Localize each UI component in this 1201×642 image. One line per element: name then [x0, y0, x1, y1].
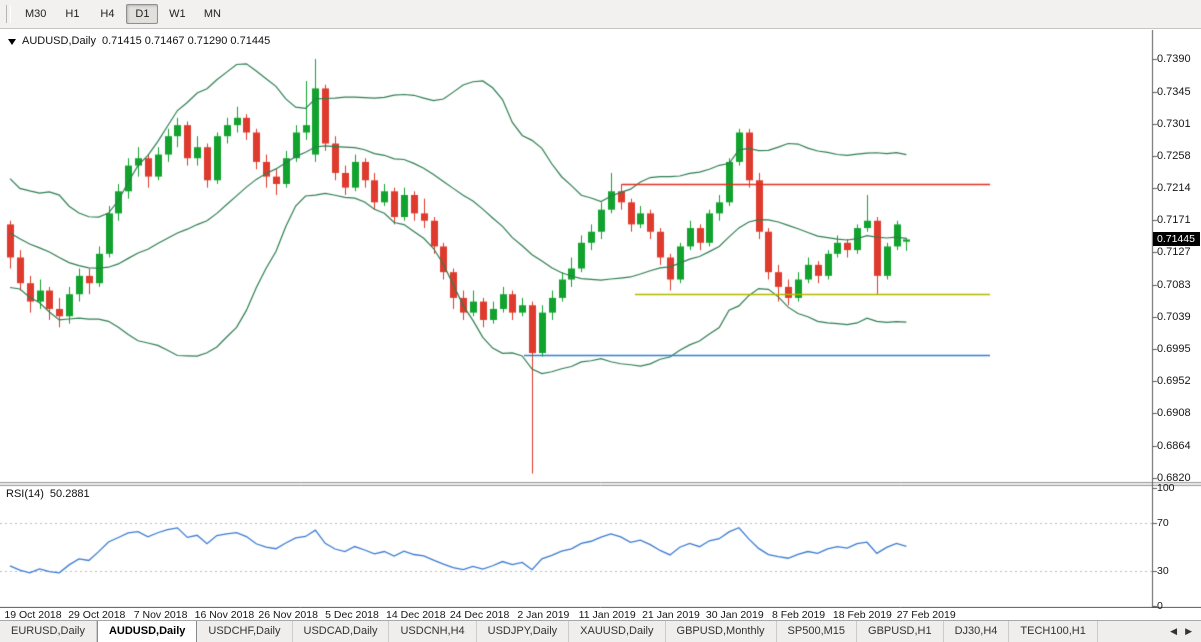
chart-title: AUDUSD,Daily 0.71415 0.71467 0.71290 0.71… — [22, 35, 270, 47]
chart-tab-bar: EURUSD,Daily AUDUSD,Daily USDCHF,Daily USDC… — [0, 620, 1201, 642]
tab-scroll-left-button[interactable]: ◀ — [1170, 626, 1178, 636]
timeframe-button-d1[interactable]: D1 — [126, 4, 159, 24]
price-axis-label: 0.7083 — [1157, 278, 1191, 291]
chart-tab-usdchf-daily[interactable]: USDCHF,Daily — [197, 621, 293, 642]
chart-tab-eurusd-daily[interactable]: EURUSD,Daily — [0, 621, 97, 642]
date-axis-label: 27 Feb 2019 — [896, 609, 956, 621]
price-axis-label: 0.6820 — [1157, 472, 1191, 484]
date-axis-label: 21 Jan 2019 — [642, 609, 700, 621]
price-axis-label: 0.7301 — [1157, 118, 1191, 131]
chart-area[interactable] — [0, 30, 1201, 608]
chart-tab-usdcnh-h4[interactable]: USDCNH,H4 — [389, 621, 477, 642]
chart-tab-gbpusd-h1[interactable]: GBPUSD,H1 — [857, 621, 944, 642]
date-axis-label: 16 Nov 2018 — [194, 609, 255, 621]
timeframe-button-m30[interactable]: M30 — [25, 8, 47, 20]
rsi-axis-label: 100 — [1157, 482, 1175, 494]
chart-tabs: EURUSD,Daily AUDUSD,Daily USDCHF,Daily USDC… — [0, 621, 1098, 642]
timeframe-button-h4[interactable]: H4 — [100, 8, 115, 20]
date-axis-label: 26 Nov 2018 — [258, 609, 318, 621]
price-axis-label: 0.7345 — [1157, 86, 1191, 99]
rsi-axis-label: 0 — [1157, 600, 1163, 612]
price-axis-label: 0.7390 — [1157, 52, 1191, 65]
toolbar-grip[interactable] — [6, 5, 11, 23]
price-axis-label: 0.7214 — [1157, 182, 1191, 195]
chart-tab-sp500-m15[interactable]: SP500,M15 — [777, 621, 858, 642]
date-axis-label: 11 Jan 2019 — [578, 609, 636, 621]
chart-corner-marker-icon — [8, 39, 16, 45]
date-axis-label: 19 Oct 2018 — [4, 609, 62, 621]
date-axis: 19 Oct 2018 29 Oct 2018 7 Nov 2018 16 Nov 2… — [0, 609, 1152, 621]
chart-tab-usdcad-daily[interactable]: USDCAD,Daily — [293, 621, 390, 642]
tab-scroll-right-button[interactable]: ▶ — [1185, 626, 1192, 636]
chart-ohlc-values: 0.71415 0.71467 0.71290 0.71445 — [101, 35, 271, 47]
date-axis-label: 30 Jan 2019 — [705, 609, 764, 621]
timeframe-button-mn[interactable]: MN — [203, 8, 221, 20]
price-axis-label: 0.7039 — [1157, 311, 1191, 324]
rsi-axis-label: 70 — [1157, 517, 1169, 530]
rsi-axis-label: 30 — [1157, 564, 1169, 577]
tab-scroll-arrows: ◀ ▶ — [1161, 621, 1201, 642]
current-price-badge: 0.71445 — [1153, 232, 1200, 247]
timeframe-button-h1[interactable]: H1 — [65, 8, 80, 20]
chart-tab-dj30-h4[interactable]: DJ30,H4 — [944, 621, 1010, 642]
date-axis-label: 2 Jan 2019 — [517, 609, 570, 621]
date-axis-label: 8 Feb 2019 — [772, 609, 826, 621]
chart-tab-audusd-daily[interactable]: AUDUSD,Daily — [96, 621, 198, 642]
price-axis-label: 0.7258 — [1157, 150, 1191, 163]
chart-tab-gbpusd-monthly[interactable]: GBPUSD,Monthly — [666, 621, 777, 642]
price-axis-label: 0.6864 — [1157, 439, 1191, 452]
date-axis-label: 7 Nov 2018 — [133, 609, 188, 621]
rsi-value: 50.2881 — [49, 488, 90, 500]
chart-tab-xauusd-daily[interactable]: XAUUSD,Daily — [569, 621, 666, 642]
date-axis-label: 5 Dec 2018 — [325, 609, 379, 621]
chart-symbol-label: AUDUSD,Daily — [22, 35, 96, 47]
price-axis-label: 0.6952 — [1157, 374, 1191, 387]
date-axis-label: 18 Feb 2019 — [832, 609, 892, 621]
date-axis-label: 24 Dec 2018 — [449, 609, 510, 621]
chart-tab-tech100-h1[interactable]: TECH100,H1 — [1009, 621, 1098, 642]
timeframe-button-w1[interactable]: W1 — [169, 8, 186, 20]
price-axis-label: 0.7127 — [1157, 246, 1191, 259]
timeframe-toolbar: M30 H1 H4 D1 W1 MN — [0, 0, 1201, 29]
date-axis-label: 29 Oct 2018 — [68, 609, 126, 621]
price-axis-label: 0.7171 — [1157, 213, 1191, 226]
chart-tab-usdjpy-daily[interactable]: USDJPY,Daily — [477, 621, 570, 642]
date-axis-label: 14 Dec 2018 — [386, 609, 446, 621]
timeframe-buttons: M30 H1 H4 D1 W1 MN — [18, 4, 228, 24]
price-axis-label: 0.6995 — [1157, 343, 1191, 356]
rsi-indicator-caption: RSI(14) 50.2881 — [6, 488, 90, 500]
rsi-label: RSI(14) — [6, 488, 44, 500]
price-axis-label: 0.6908 — [1157, 407, 1191, 420]
